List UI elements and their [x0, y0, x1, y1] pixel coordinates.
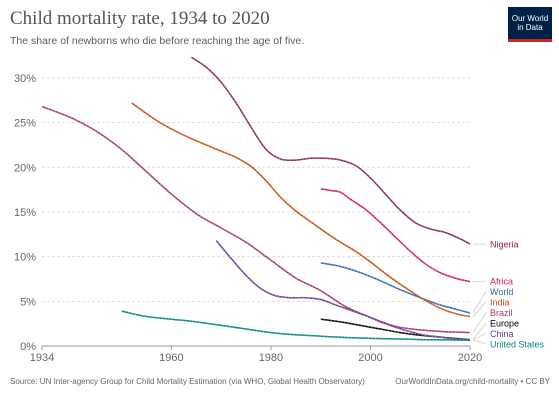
label-connector [472, 301, 487, 317]
label-connector [472, 312, 487, 333]
y-tick-label: 15% [14, 207, 36, 219]
chart-subtitle: The share of newborns who die before rea… [10, 35, 305, 47]
x-tick-label: 2020 [458, 352, 482, 364]
series-line-dots-india [131, 102, 471, 317]
series-line-nigeria[interactable] [190, 56, 471, 245]
series-label-united-states[interactable]: United States [490, 340, 545, 350]
label-connector [472, 333, 487, 341]
chart-title: Child mortality rate, 1934 to 2020 [10, 8, 270, 29]
series-line-dots-united-states [121, 310, 471, 341]
x-tick-label: 1960 [159, 352, 183, 364]
x-axis: 1934 1960 1980 2000 2020 [30, 345, 482, 364]
owid-logo[interactable]: Our World in Data [508, 7, 552, 42]
y-axis-ticks: 0% 5% 10% 15% 20% 25% 30% [14, 73, 36, 353]
label-connector [472, 339, 487, 345]
series-line-dots-africa [320, 188, 471, 282]
series-line-india[interactable] [131, 102, 471, 318]
label-connector [472, 291, 487, 314]
series-line-united-states[interactable] [121, 310, 471, 341]
series-label-europe[interactable]: Europe [490, 319, 519, 329]
series-label-china[interactable]: China [490, 329, 514, 339]
series-lines [41, 56, 471, 341]
series-line-dots-brazil [41, 106, 471, 333]
gridlines [42, 77, 470, 302]
series-line-china[interactable] [215, 240, 471, 341]
logo-text: Our World in Data [511, 14, 549, 32]
y-tick-label: 20% [14, 162, 36, 174]
series-label-nigeria[interactable]: Nigeria [490, 240, 519, 250]
label-connector [472, 280, 487, 282]
series-label-world[interactable]: World [490, 287, 513, 297]
series-line-brazil[interactable] [41, 105, 471, 334]
series-labels: Nigeria AfricaWorldIndiaBrazilEuropeChina… [472, 240, 545, 350]
y-tick-label: 25% [14, 118, 36, 130]
source-note: Source: UN Inter-agency Group for Child … [10, 377, 365, 386]
y-tick-label: 5% [20, 296, 36, 308]
y-tick-label: 0% [20, 341, 36, 353]
x-tick-label: 1980 [259, 352, 283, 364]
y-tick-label: 10% [14, 252, 36, 264]
x-tick-label: 1934 [30, 352, 54, 364]
y-tick-label: 30% [14, 73, 36, 85]
x-tick-label: 2000 [358, 352, 382, 364]
series-label-india[interactable]: India [490, 298, 510, 308]
series-line-dots-nigeria [191, 57, 471, 245]
series-label-brazil[interactable]: Brazil [490, 308, 513, 318]
attribution-link[interactable]: OurWorldInData.org/child-mortality • CC … [395, 377, 550, 386]
series-label-africa[interactable]: Africa [490, 277, 513, 287]
label-connector [472, 322, 487, 340]
series-line-dots-china [216, 240, 471, 340]
series-line-world[interactable] [320, 262, 471, 314]
